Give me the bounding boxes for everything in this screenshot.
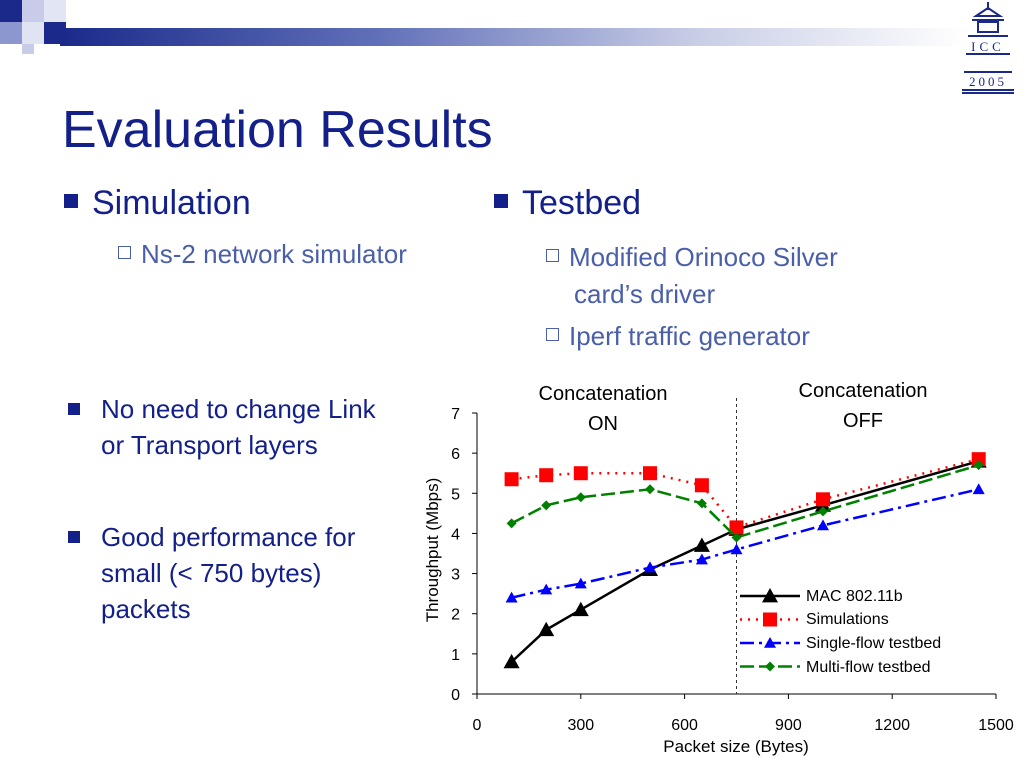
data-point-simulations: [694, 478, 709, 493]
slide-title: Evaluation Results: [62, 101, 493, 159]
y-tick-label: 6: [451, 446, 460, 463]
icc-logo: ICC 2005: [962, 2, 1014, 94]
y-tick-label: 4: [451, 526, 460, 543]
data-point-single-flow: [505, 591, 518, 603]
series-line-mac: [510, 459, 980, 663]
series-line-single-flow: [511, 488, 979, 599]
y-axis-label: Throughput (Mbps): [423, 478, 442, 623]
sub-bullet-iperf-label: Iperf traffic generator: [569, 321, 810, 351]
title-gradient-bar: [60, 28, 966, 46]
bullet-square-icon: [494, 194, 508, 208]
x-tick-label: 1200: [874, 717, 910, 734]
data-point-simulations: [971, 452, 986, 467]
y-tick-label: 1: [451, 647, 460, 664]
data-point-single-flow: [644, 561, 656, 573]
bullet-testbed: Testbed: [494, 184, 641, 223]
x-tick-label: 300: [567, 717, 594, 734]
deco-square: [0, 0, 22, 22]
deco-square: [0, 22, 22, 44]
deco-square: [44, 0, 66, 22]
sub-bullet-ns2-label: Ns-2 network simulator: [141, 239, 407, 269]
chart-legend: MAC 802.11b Simulations Single-flow test…: [740, 588, 941, 676]
sub-bullet-ns2: Ns-2 network simulator: [118, 239, 407, 270]
annotation-on-line2: ON: [588, 413, 618, 435]
sub-bullet-iperf: Iperf traffic generator: [546, 321, 810, 352]
data-point-single-flow: [817, 519, 829, 531]
point-performance-line2: small (< 750 bytes): [101, 558, 322, 588]
logo-text-icc: ICC: [971, 39, 1005, 54]
deco-square: [44, 22, 66, 44]
legend-label-simulations: Simulations: [806, 611, 889, 628]
point-performance-line1: Good performance for: [101, 522, 356, 552]
bullet-square-icon: [68, 531, 80, 543]
data-point-single-flow: [574, 577, 587, 589]
bullet-testbed-label: Testbed: [522, 184, 642, 222]
point-performance-line3: packets: [101, 594, 191, 624]
data-point-multi-flow: [645, 484, 655, 495]
legend-label-multi-flow: Multi-flow testbed: [806, 659, 931, 676]
data-point-mac: [693, 537, 710, 552]
y-tick-label: 2: [451, 607, 460, 624]
legend-marker-single-flow: [764, 637, 776, 648]
data-point-multi-flow: [818, 506, 828, 517]
data-point-multi-flow: [575, 492, 586, 503]
sub-bullet-driver: Modified Orinoco Silver card’s driver: [546, 239, 838, 313]
data-point-simulations: [539, 468, 554, 483]
x-tick-label: 900: [775, 717, 802, 734]
legend-marker-mac: [762, 588, 778, 603]
data-point-multi-flow: [973, 460, 984, 471]
bullet-simulation: Simulation: [64, 184, 251, 223]
y-tick-label: 0: [451, 687, 460, 704]
deco-square: [22, 22, 44, 44]
data-point-simulations: [729, 520, 744, 535]
y-tick-label: 3: [451, 567, 460, 584]
x-tick-label: 600: [671, 717, 698, 734]
point-no-change-line2: or Transport layers: [101, 430, 318, 460]
bullet-square-icon: [68, 403, 80, 415]
x-tick-label: 0: [473, 717, 482, 734]
data-point-multi-flow: [696, 498, 707, 509]
deco-square: [22, 44, 34, 54]
point-no-change: No need to change Link or Transport laye…: [68, 391, 376, 463]
legend-label-mac: MAC 802.11b: [806, 588, 903, 605]
x-tick-label: 1500: [978, 717, 1014, 734]
data-point-simulations: [573, 466, 588, 481]
hollow-square-icon: [546, 328, 559, 341]
data-point-multi-flow: [506, 518, 517, 529]
legend-marker-multi-flow: [765, 661, 775, 672]
data-point-mac: [572, 601, 589, 617]
data-point-mac: [503, 653, 520, 669]
bullet-square-icon: [64, 194, 78, 208]
throughput-chart: Concatenation ON Concatenation OFF Throu…: [423, 380, 1014, 756]
legend-label-single-flow: Single-flow testbed: [806, 635, 941, 652]
y-tick-label: 7: [451, 406, 460, 423]
point-performance: Good performance for small (< 750 bytes)…: [68, 519, 356, 627]
data-point-single-flow: [540, 583, 553, 595]
series-line-multi-flow: [511, 463, 980, 539]
point-no-change-line1: No need to change Link: [101, 394, 376, 424]
deco-square: [22, 0, 44, 22]
data-point-simulations: [643, 466, 657, 481]
sub-bullet-driver-line1: Modified Orinoco Silver: [569, 242, 838, 272]
header-decoration: [0, 0, 1024, 54]
data-point-simulations: [504, 472, 519, 487]
data-point-multi-flow: [731, 532, 742, 543]
data-point-single-flow: [730, 543, 743, 555]
annotation-off-line1: Concatenation: [799, 380, 928, 402]
data-point-multi-flow: [541, 500, 552, 511]
y-tick-label: 5: [451, 486, 460, 503]
bullet-simulation-label: Simulation: [92, 184, 251, 222]
data-point-single-flow: [695, 553, 708, 565]
legend-marker-simulations: [763, 612, 777, 627]
annotation-off-line2: OFF: [843, 410, 883, 432]
annotation-on-line1: Concatenation: [539, 383, 668, 405]
logo-text-year: 2005: [969, 74, 1007, 89]
data-point-single-flow: [972, 483, 985, 495]
hollow-square-icon: [118, 246, 131, 259]
hollow-square-icon: [546, 249, 559, 262]
x-axis-label: Packet size (Bytes): [663, 737, 809, 756]
sub-bullet-driver-line2: card’s driver: [574, 279, 716, 309]
data-point-simulations: [816, 492, 830, 507]
data-point-mac: [538, 621, 555, 637]
